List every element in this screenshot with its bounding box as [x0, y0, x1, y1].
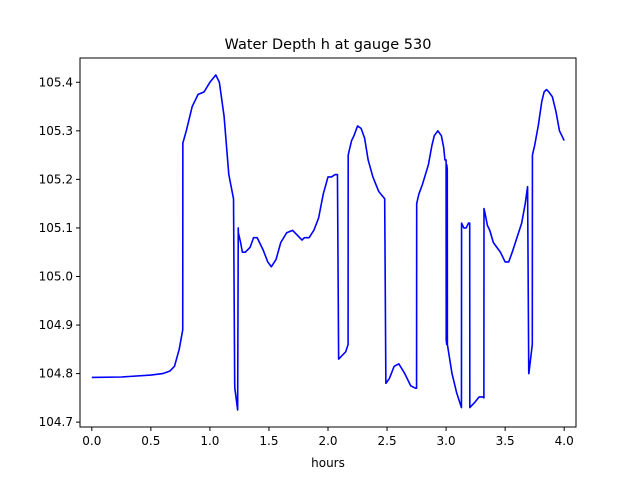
y-tick-label: 104.7	[39, 415, 73, 429]
x-axis: 0.0 0.5 1.0 1.5 2.0 2.5 3.0 3.5 4.0	[82, 427, 574, 448]
x-tick-label: 2.5	[378, 434, 397, 448]
x-tick-label: 2.0	[318, 434, 337, 448]
y-tick-label: 105.4	[39, 75, 73, 89]
y-tick-label: 104.8	[39, 367, 73, 381]
y-tick-label: 105.1	[39, 221, 73, 235]
x-tick-label: 3.5	[496, 434, 515, 448]
plot-area	[91, 74, 565, 411]
x-tick-label: 4.0	[555, 434, 574, 448]
series-line-0	[91, 74, 565, 411]
axes-frame	[79, 57, 577, 428]
x-tick-label: 1.0	[200, 434, 219, 448]
x-tick-label: 1.5	[259, 434, 278, 448]
chart-title: Water Depth h at gauge 530	[225, 37, 432, 53]
y-tick-label: 105.0	[39, 269, 73, 283]
x-tick-label: 0.0	[82, 434, 101, 448]
x-axis-label: hours	[311, 456, 345, 470]
y-tick-label: 105.2	[39, 172, 73, 186]
y-axis: 104.7 104.8 104.9 105.0 105.1 105.2 105.3 105.4	[39, 75, 80, 429]
y-tick-label: 105.3	[39, 124, 73, 138]
x-tick-label: 3.0	[437, 434, 456, 448]
y-tick-label: 104.9	[39, 318, 73, 332]
x-tick-label: 0.5	[141, 434, 160, 448]
